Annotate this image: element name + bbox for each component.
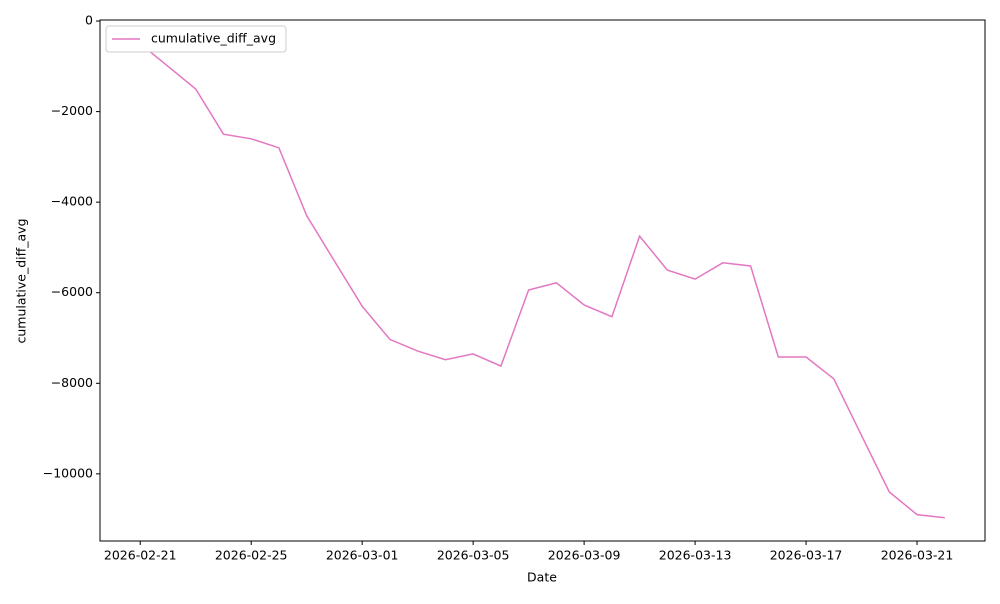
y-tick-label: −6000 (51, 284, 93, 299)
legend-label: cumulative_diff_avg (151, 31, 276, 46)
x-tick-label: 2026-02-21 (104, 548, 177, 563)
y-tick-label: −4000 (51, 194, 93, 209)
x-tick-label: 2026-03-09 (548, 548, 621, 563)
y-tick-label: −10000 (43, 465, 93, 480)
axes-frame (99, 19, 986, 542)
y-tick-label: −2000 (51, 103, 93, 118)
y-axis-label: cumulative_diff_avg (14, 219, 29, 344)
x-axis-label: Date (527, 570, 557, 585)
x-tick-label: 2026-03-21 (881, 548, 954, 563)
legend-box (105, 25, 287, 53)
y-tick-label: −8000 (51, 375, 93, 390)
x-tick-label: 2026-03-05 (437, 548, 510, 563)
x-tick-label: 2026-02-25 (215, 548, 288, 563)
x-tick-label: 2026-03-13 (659, 548, 732, 563)
data-line (139, 43, 945, 519)
x-tick-label: 2026-03-01 (326, 548, 399, 563)
x-tick-label: 2026-03-17 (770, 548, 843, 563)
y-tick-label: 0 (85, 13, 93, 28)
